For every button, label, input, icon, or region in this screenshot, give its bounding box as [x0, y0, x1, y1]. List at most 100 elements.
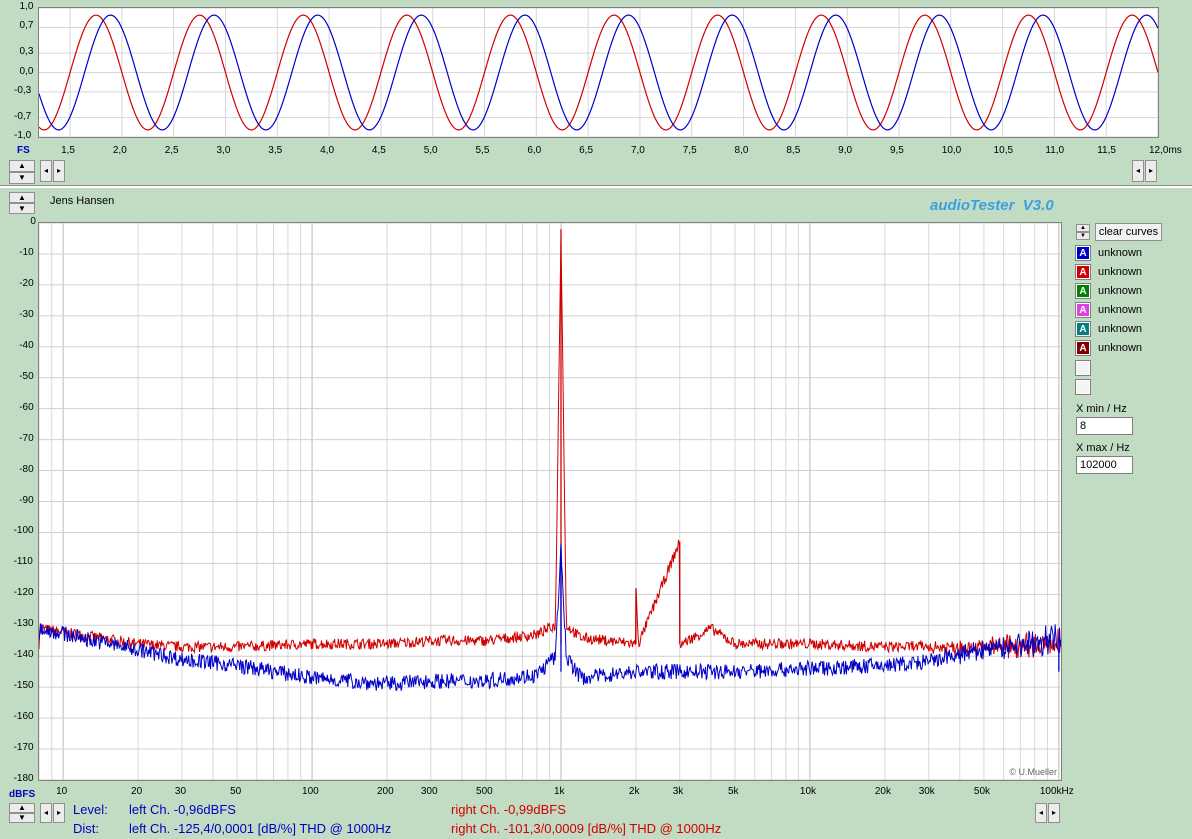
scope-x-tick: 5,5 — [475, 145, 490, 156]
scope-x-tick: 5,0 — [423, 145, 438, 156]
legend-label: unknown — [1098, 342, 1143, 354]
legend-label: unknown — [1098, 285, 1143, 297]
xmin-label: X min / Hz — [1076, 403, 1127, 415]
dbfs-zoom-down-button[interactable]: ▼ — [9, 813, 35, 823]
freq-pan-right-button[interactable]: ▸ — [1048, 803, 1060, 823]
spectrum-y-tick: -110 — [13, 556, 33, 568]
scope-x-tick: 12,0ms — [1149, 145, 1182, 156]
spectrum-y-tick: -120 — [13, 587, 34, 599]
copyright-label: © U.Mueller — [1009, 767, 1057, 777]
channel-color-swatch[interactable]: A — [1075, 283, 1091, 299]
channel-color-swatch[interactable]: A — [1075, 302, 1091, 318]
spectrum-x-tick: 300 — [420, 786, 438, 797]
spectrum-x-tick: 3k — [672, 786, 684, 797]
dist-label: Dist: — [73, 821, 99, 836]
spectrum-y-tick: -180 — [13, 773, 34, 784]
legend-up-button[interactable]: ▲ — [1076, 224, 1090, 232]
spectrum-x-tick: 20k — [874, 786, 891, 797]
level-label: Level: — [73, 802, 108, 817]
spectrum-x-tick: 10k — [799, 786, 817, 797]
spectrum-x-tick: 50k — [973, 786, 991, 797]
xmin-input[interactable]: 8 — [1076, 417, 1133, 435]
spectrum-x-tick: 1k — [553, 786, 565, 797]
spectrum-trace — [39, 543, 1061, 692]
scope-x-tick: 10,5 — [993, 145, 1014, 156]
channel-color-swatch[interactable]: A — [1075, 264, 1091, 280]
legend-label: unknown — [1098, 304, 1143, 316]
spectrum-zoom-up-button[interactable]: ▲ — [9, 192, 35, 203]
spectrum-y-tick: 0 — [30, 216, 36, 227]
xmax-label: X max / Hz — [1076, 442, 1130, 454]
legend-empty-slot[interactable] — [1075, 360, 1091, 376]
scope-x-tick: 2,0 — [112, 145, 127, 156]
scope-x-unit-label: FS — [17, 145, 30, 156]
spectrum-series-left — [39, 543, 1061, 692]
spectrum-y-tick: -170 — [13, 742, 34, 754]
spectrum-y-tick: -20 — [19, 277, 34, 289]
right-level-readout: right Ch. -0,99dBFS — [451, 802, 566, 817]
freq-pan-left-button[interactable]: ◂ — [1035, 803, 1047, 823]
right-dist-readout: right Ch. -101,3/0,0009 [dB/%] THD @ 100… — [451, 821, 722, 836]
legend-label: unknown — [1098, 323, 1143, 335]
scope-scroll-right-button[interactable]: ▸ — [53, 160, 65, 182]
spectrum-y-tick: -40 — [19, 339, 34, 351]
clear-curves-button[interactable]: clear curves — [1095, 223, 1162, 241]
spectrum-y-tick: -10 — [19, 246, 34, 258]
spectrum-graph — [39, 223, 1061, 780]
channel-color-swatch[interactable]: A — [1075, 245, 1091, 261]
scope-x-tick: 10,0 — [941, 145, 962, 156]
scope-x-tick: 3,0 — [216, 145, 231, 156]
scope-x-tick: 6,0 — [527, 145, 542, 156]
scope-y-tick: -1,0 — [14, 130, 32, 141]
spectrum-zoom-down-button[interactable]: ▼ — [9, 203, 35, 214]
spectrum-y-tick: -160 — [13, 711, 34, 723]
channel-color-swatch[interactable]: A — [1075, 340, 1091, 356]
scope-y-tick: -0,3 — [14, 84, 32, 96]
spectrum-y-tick: -50 — [19, 370, 34, 382]
scope-right-channel-trace — [39, 14, 1158, 131]
scope-x-tick: 11,0 — [1045, 145, 1065, 156]
legend-label: unknown — [1098, 266, 1143, 278]
spectrum-x-tick: 10 — [56, 786, 68, 797]
spectrum-trace — [39, 236, 1061, 659]
app-title: audioTester V3.0 — [930, 197, 1054, 214]
spectrum-y-tick: -90 — [19, 494, 34, 506]
scope-zoom-up-button[interactable]: ▲ — [9, 160, 35, 172]
spectrum-x-tick: 200 — [376, 786, 394, 797]
spectrum-y-tick: -60 — [19, 401, 34, 413]
scope-pan-right-button[interactable]: ▸ — [1145, 160, 1157, 182]
scope-plot — [38, 7, 1159, 138]
spectrum-y-tick: -150 — [13, 680, 34, 692]
freq-scroll-right-button[interactable]: ▸ — [53, 803, 65, 823]
spectrum-y-tick: -100 — [13, 525, 34, 537]
channel-color-swatch[interactable]: A — [1075, 321, 1091, 337]
freq-scroll-left-button[interactable]: ◂ — [40, 803, 52, 823]
spectrum-x-tick: 30 — [174, 786, 187, 797]
spectrum-y-tick: -130 — [13, 618, 34, 630]
scope-waveform — [39, 8, 1158, 137]
scope-y-tick: 0,3 — [19, 46, 34, 58]
author-label: Jens Hansen — [50, 195, 115, 207]
spectrum-y-tick: -70 — [19, 432, 34, 444]
left-level-readout: left Ch. -0,96dBFS — [129, 802, 236, 817]
spectrum-x-tick: 50 — [230, 786, 242, 797]
scope-scroll-left-button[interactable]: ◂ — [40, 160, 52, 182]
scope-zoom-down-button[interactable]: ▼ — [9, 172, 35, 184]
spectrum-y-tick: -140 — [13, 649, 34, 661]
dbfs-zoom-up-button[interactable]: ▲ — [9, 803, 35, 813]
scope-x-tick: 9,5 — [889, 145, 904, 156]
spectrum-x-tick: 2k — [628, 786, 640, 797]
legend-down-button[interactable]: ▼ — [1076, 232, 1090, 240]
xmax-input[interactable]: 102000 — [1076, 456, 1133, 474]
legend-empty-slot[interactable] — [1075, 379, 1091, 395]
spectrum-x-tick: 100kHz — [1039, 786, 1074, 797]
spectrum-x-tick: 500 — [476, 786, 493, 797]
scope-pan-left-button[interactable]: ◂ — [1132, 160, 1144, 182]
scope-x-tick: 9,0 — [838, 145, 853, 156]
